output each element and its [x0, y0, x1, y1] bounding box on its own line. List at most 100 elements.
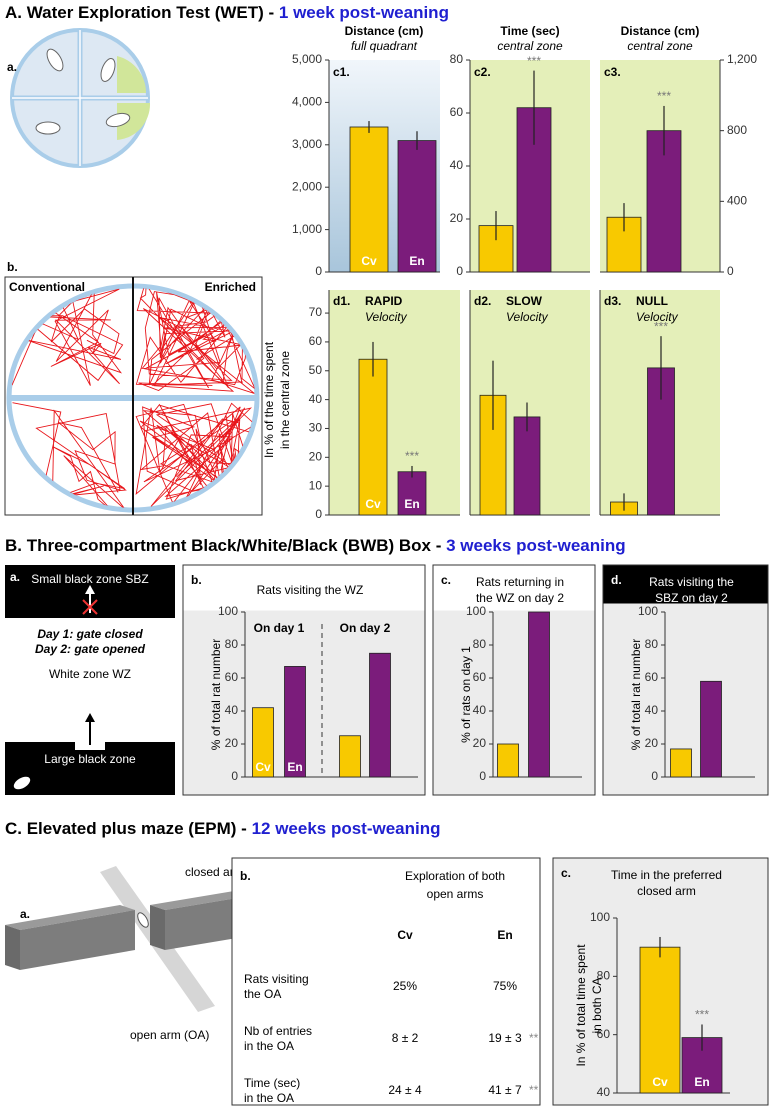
y-tick-label: 60: [473, 670, 487, 684]
section-title-text: B. Three-compartment Black/White/Black (…: [5, 536, 446, 555]
gate-note: Day 2: gate opened: [35, 642, 146, 656]
column-header: Cv: [397, 928, 413, 942]
section-highlight: 1 week post-weaning: [279, 3, 449, 22]
cell: 75%: [493, 979, 517, 993]
y-tick-label: 80: [225, 637, 239, 651]
panel-title: NULL: [636, 294, 668, 308]
y-tick-label: 60: [450, 105, 464, 119]
panel-title: Rats visiting the: [649, 575, 734, 589]
panel-label: c.: [441, 573, 451, 587]
y-tick-label: 1,000: [292, 222, 322, 236]
table-title: open arms: [427, 887, 484, 901]
cell: 19 ± 3: [488, 1031, 522, 1045]
y-tick-label: 0: [315, 264, 322, 278]
panel-title: Time in the preferred: [611, 868, 722, 882]
panel-label: a.: [7, 60, 17, 74]
y-tick-label: 0: [479, 769, 486, 783]
panel-subtitle: Velocity: [636, 310, 679, 324]
y-tick-label: 40: [473, 703, 487, 717]
panel-label: d1.: [333, 294, 350, 308]
y-tick-label: 0: [315, 507, 322, 521]
panel-label: a.: [10, 570, 20, 584]
y-axis-label: In % of total time spent: [574, 944, 588, 1067]
significance: **: [529, 1083, 539, 1097]
section-title: C. Elevated plus maze (EPM) - 12 weeks p…: [5, 819, 441, 838]
cell: 8 ± 2: [392, 1031, 419, 1045]
y-tick-label: 400: [727, 194, 747, 208]
y-tick-label: 0: [727, 264, 734, 278]
y-tick-label: 40: [309, 392, 323, 406]
panel-title: Rats visiting the WZ: [257, 583, 364, 597]
panel-subtitle: Velocity: [506, 310, 549, 324]
bar: [397, 140, 437, 273]
wet-arena: [10, 28, 151, 168]
y-tick-label: 0: [456, 264, 463, 278]
panel-header: [603, 565, 768, 604]
y-tick-label: 100: [590, 910, 610, 924]
y-tick-label: 1,200: [727, 52, 757, 66]
row-label: Time (sec): [244, 1076, 300, 1090]
y-tick-label: 60: [645, 670, 659, 684]
zone-label: White zone WZ: [49, 667, 131, 681]
y-tick-label: 80: [645, 637, 659, 651]
panel-label: a.: [20, 907, 30, 921]
panel-title: SBZ on day 2: [655, 591, 728, 605]
y-tick-label: 3,000: [292, 137, 322, 151]
significance: ***: [657, 89, 671, 103]
panel-label: c1.: [333, 65, 350, 79]
panel-label: c.: [561, 866, 571, 880]
bar: [497, 743, 519, 778]
y-tick-label: 60: [597, 1027, 611, 1041]
y-tick-label: 0: [651, 769, 658, 783]
section-title-text: C. Elevated plus maze (EPM) -: [5, 819, 252, 838]
y-tick-label: 40: [597, 1085, 611, 1099]
y-tick-label: 80: [597, 969, 611, 983]
significance: ***: [527, 54, 541, 68]
panel-subtitle: Velocity: [365, 310, 408, 324]
bar: [700, 680, 722, 778]
panel-label: b.: [7, 260, 18, 274]
y-tick-label: 2,000: [292, 179, 322, 193]
zone-label: Large black zone: [44, 752, 136, 766]
panel-title: RAPID: [365, 294, 403, 308]
bwb-box: [5, 565, 175, 795]
track: [12, 402, 127, 508]
panel-header: [433, 565, 595, 611]
legend-label: Cv: [255, 760, 271, 774]
panel-title: Distance (cm): [345, 24, 424, 38]
bar-label: Cv: [361, 254, 377, 268]
zone-label: Small black zone SBZ: [31, 572, 148, 586]
bar: [284, 666, 306, 778]
y-tick-label: 4,000: [292, 95, 322, 109]
bar: [252, 707, 274, 778]
epm-maze: [5, 866, 285, 1012]
y-tick-label: 40: [450, 158, 464, 172]
panel-subtitle: central zone: [497, 39, 563, 53]
panel-label: d.: [611, 573, 622, 587]
section-title-text: A. Water Exploration Test (WET) -: [5, 3, 279, 22]
y-tick-label: 50: [309, 363, 323, 377]
gate-note: Day 1: gate closed: [37, 627, 143, 641]
significance: ***: [654, 319, 668, 333]
y-tick-label: 20: [645, 736, 659, 750]
panel-subtitle: full quadrant: [351, 39, 418, 53]
cell: 25%: [393, 979, 417, 993]
significance: **: [529, 1031, 539, 1045]
cell: 41 ± 7: [488, 1083, 522, 1097]
y-tick-label: 70: [309, 305, 323, 319]
table-box: [231, 857, 541, 1106]
panel-label: b.: [191, 573, 202, 587]
panel-label: d2.: [474, 294, 491, 308]
bar: [339, 735, 361, 778]
bar-label: En: [409, 254, 424, 268]
legend-label: En: [287, 760, 302, 774]
significance: ***: [405, 449, 419, 463]
y-tick-label: 40: [645, 703, 659, 717]
bar-label: Cv: [652, 1075, 668, 1089]
y-tick-label: 5,000: [292, 52, 322, 66]
panel-title: Distance (cm): [621, 24, 700, 38]
row-label: in the OA: [244, 1091, 294, 1105]
bar: [513, 416, 541, 516]
table-title: Exploration of both: [405, 869, 505, 883]
